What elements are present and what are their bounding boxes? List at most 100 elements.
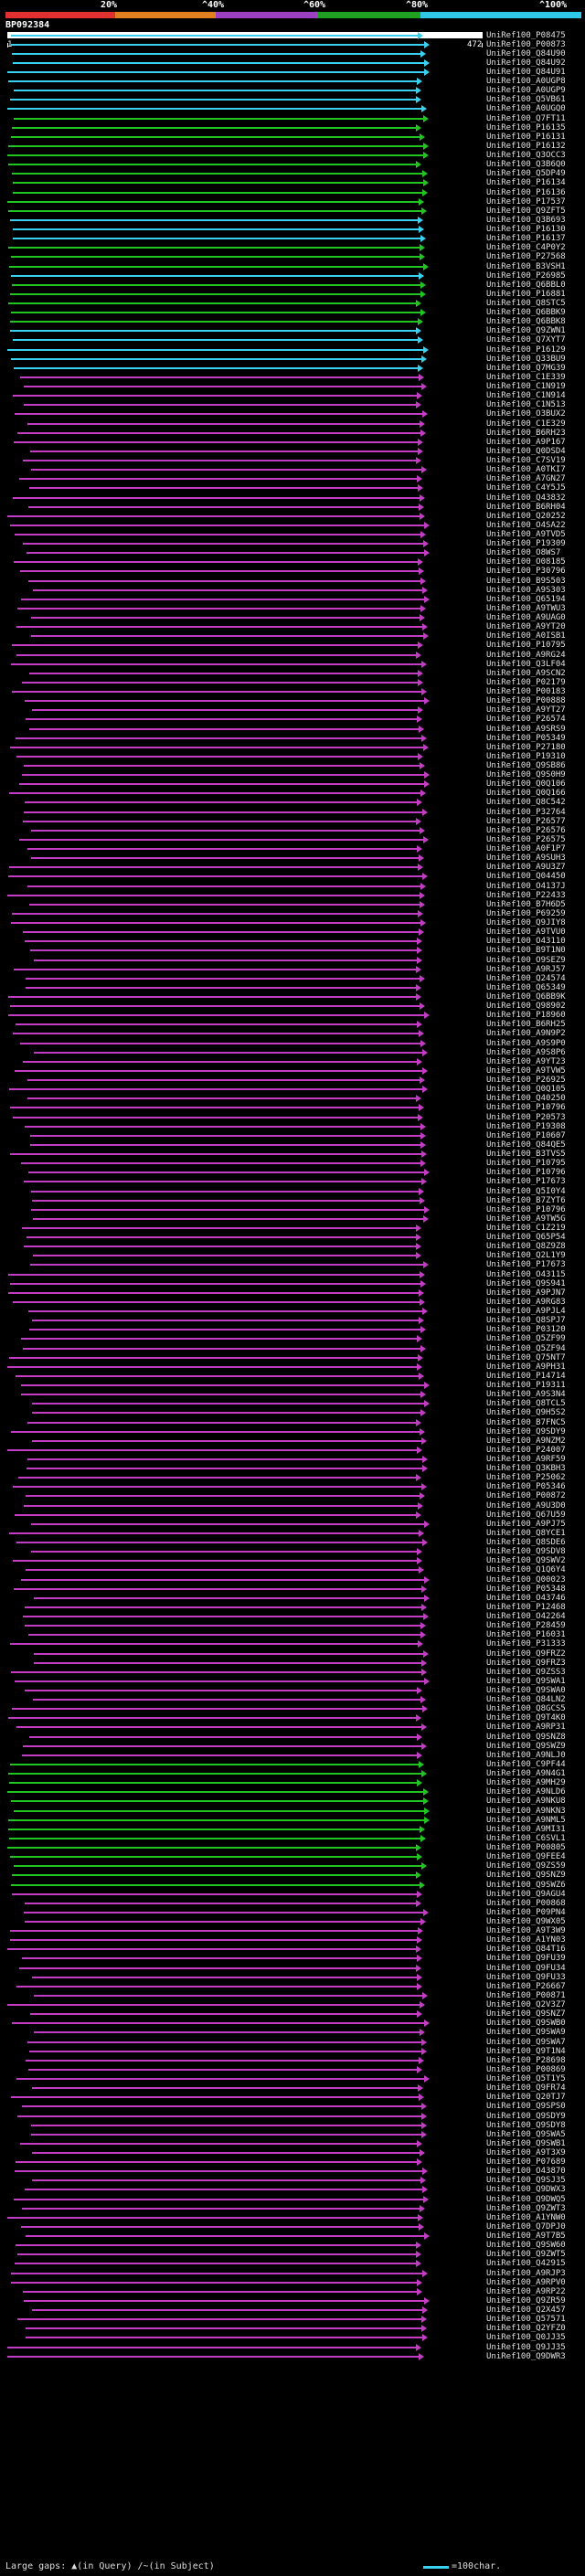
hit-alignment-line[interactable] xyxy=(11,274,419,277)
hit-row[interactable]: UniRef100_P03120 xyxy=(0,1325,585,1334)
hit-row[interactable]: UniRef100_P26667 xyxy=(0,1982,585,1991)
hit-name[interactable]: UniRef100_O4SA22 xyxy=(486,520,566,530)
hit-row[interactable]: UniRef100_O9SEZ9 xyxy=(0,956,585,965)
hit-row[interactable]: UniRef100_P05346 xyxy=(0,1482,585,1491)
hit-alignment-line[interactable] xyxy=(23,820,416,822)
hit-alignment-line[interactable] xyxy=(29,727,419,730)
hit-row[interactable]: UniRef100_P28698 xyxy=(0,2056,585,2065)
hit-name[interactable]: UniRef100_Q20TJ7 xyxy=(486,2093,566,2103)
hit-name[interactable]: UniRef100_Q9ZS59 xyxy=(486,1861,566,1871)
hit-name[interactable]: UniRef100_Q9JIY8 xyxy=(486,918,566,928)
hit-alignment-line[interactable] xyxy=(9,1356,418,1359)
hit-alignment-line[interactable] xyxy=(8,164,416,166)
hit-name[interactable]: UniRef100_P20573 xyxy=(486,1112,566,1122)
hit-name[interactable]: UniRef100_B6RH25 xyxy=(486,1020,566,1030)
hit-alignment-line[interactable] xyxy=(15,1069,422,1072)
hit-alignment-line[interactable] xyxy=(25,1625,420,1627)
hit-row[interactable]: UniRef100_P26574 xyxy=(0,715,585,724)
hit-name[interactable]: UniRef100_C4P0Y2 xyxy=(486,243,566,253)
hit-name[interactable]: UniRef100_C9PF44 xyxy=(486,1759,566,1769)
hit-row[interactable]: UniRef100_Q84U90 xyxy=(0,49,585,58)
hit-row[interactable]: UniRef100_O3BUX2 xyxy=(0,409,585,419)
hit-row[interactable]: UniRef100_Q0JJ35 xyxy=(0,2333,585,2342)
hit-name[interactable]: UniRef100_O8WS7 xyxy=(486,548,561,558)
hit-alignment-line[interactable] xyxy=(12,1874,416,1877)
hit-row[interactable]: UniRef100_P00183 xyxy=(0,687,585,696)
hit-row[interactable]: UniRef100_Q2L1Y9 xyxy=(0,1251,585,1260)
hit-row[interactable]: UniRef100_Q84T16 xyxy=(0,1945,585,1954)
hit-name[interactable]: UniRef100_Q20252 xyxy=(486,511,566,521)
hit-name[interactable]: UniRef100_P26574 xyxy=(486,715,566,725)
hit-name[interactable]: UniRef100_Q2V3Z7 xyxy=(486,2000,566,2010)
hit-name[interactable]: UniRef100_Q7FT11 xyxy=(486,113,566,123)
hit-row[interactable]: UniRef100_B7H6D5 xyxy=(0,900,585,909)
hit-row[interactable]: UniRef100_C6SVL1 xyxy=(0,1834,585,1843)
hit-name[interactable]: UniRef100_Q8GCS5 xyxy=(486,1704,566,1714)
hit-row[interactable]: UniRef100_P10796 xyxy=(0,1168,585,1177)
hit-name[interactable]: UniRef100_C4Y5J5 xyxy=(486,483,566,493)
hit-name[interactable]: UniRef100_A9TWU3 xyxy=(486,603,566,613)
hit-alignment-line[interactable] xyxy=(28,1310,422,1313)
hit-alignment-line[interactable] xyxy=(22,1754,417,1756)
hit-alignment-line[interactable] xyxy=(7,154,423,157)
hit-row[interactable]: UniRef100_P26985 xyxy=(0,271,585,281)
hit-alignment-line[interactable] xyxy=(31,829,420,832)
hit-alignment-line[interactable] xyxy=(32,1976,417,1978)
hit-name[interactable]: UniRef100_P10795 xyxy=(486,641,566,651)
hit-row[interactable]: UniRef100_P26577 xyxy=(0,817,585,826)
hit-name[interactable]: UniRef100_P05349 xyxy=(486,733,566,743)
hit-name[interactable]: UniRef100_Q00023 xyxy=(486,1574,566,1585)
hit-row[interactable]: UniRef100_C4P0Y2 xyxy=(0,243,585,252)
hit-name[interactable]: UniRef100_Q9SDY8 xyxy=(486,2120,566,2130)
hit-alignment-line[interactable] xyxy=(7,1448,417,1451)
hit-name[interactable]: UniRef100_P26577 xyxy=(486,816,566,826)
hit-row[interactable]: UniRef100_P09PN4 xyxy=(0,1908,585,1917)
hit-name[interactable]: UniRef100_Q9DWQ5 xyxy=(486,2194,566,2204)
hit-alignment-line[interactable] xyxy=(32,2151,420,2154)
hit-row[interactable]: UniRef100_B7FNC5 xyxy=(0,1418,585,1427)
hit-row[interactable]: UniRef100_Q3KBH3 xyxy=(0,1464,585,1473)
hit-name[interactable]: UniRef100_Q67U59 xyxy=(486,1510,566,1520)
hit-name[interactable]: UniRef100_Q9DWR3 xyxy=(486,2351,566,2361)
hit-alignment-line[interactable] xyxy=(15,2263,416,2265)
hit-row[interactable]: UniRef100_P08475 xyxy=(0,31,585,40)
hit-row[interactable]: UniRef100_O08185 xyxy=(0,557,585,567)
hit-alignment-line[interactable] xyxy=(16,755,418,758)
hit-name[interactable]: UniRef100_A9MI31 xyxy=(486,1824,566,1834)
hit-row[interactable]: UniRef100_P16136 xyxy=(0,188,585,197)
hit-name[interactable]: UniRef100_P22433 xyxy=(486,890,566,900)
hit-name[interactable]: UniRef100_Q8YCE1 xyxy=(486,1528,566,1538)
hit-alignment-line[interactable] xyxy=(22,1957,417,1960)
hit-name[interactable]: UniRef100_Q9T1N4 xyxy=(486,2046,566,2056)
hit-alignment-line[interactable] xyxy=(32,1412,420,1415)
hit-alignment-line[interactable] xyxy=(31,635,423,638)
hit-alignment-line[interactable] xyxy=(11,1430,420,1433)
hit-alignment-line[interactable] xyxy=(11,256,420,259)
hit-alignment-line[interactable] xyxy=(7,1847,416,1850)
hit-row[interactable]: UniRef100_Q9SNZ8 xyxy=(0,1733,585,1742)
hit-name[interactable]: UniRef100_Q1Q6Y4 xyxy=(486,1565,566,1575)
hit-name[interactable]: UniRef100_A9MH29 xyxy=(486,1778,566,1788)
hit-row[interactable]: UniRef100_C1Z219 xyxy=(0,1224,585,1233)
hit-alignment-line[interactable] xyxy=(32,1403,424,1405)
hit-name[interactable]: UniRef100_A9RG83 xyxy=(486,1297,566,1307)
hit-name[interactable]: UniRef100_P00869 xyxy=(486,2064,566,2074)
hit-row[interactable]: UniRef100_P17673 xyxy=(0,1260,585,1269)
hit-alignment-line[interactable] xyxy=(13,395,417,398)
hit-alignment-line[interactable] xyxy=(14,1809,424,1812)
hit-name[interactable]: UniRef100_Q9SWA0 xyxy=(486,1685,566,1695)
hit-alignment-line[interactable] xyxy=(19,838,423,841)
hit-row[interactable]: UniRef100_Q9SDY8 xyxy=(0,2121,585,2130)
hit-name[interactable]: UniRef100_A9TVD5 xyxy=(486,529,566,539)
hit-alignment-line[interactable] xyxy=(15,413,422,416)
hit-name[interactable]: UniRef100_Q43832 xyxy=(486,493,566,503)
hit-row[interactable]: UniRef100_A9T3W9 xyxy=(0,1926,585,1935)
hit-alignment-line[interactable] xyxy=(32,2179,420,2182)
hit-row[interactable]: UniRef100_A0UGP9 xyxy=(0,86,585,95)
hit-alignment-line[interactable] xyxy=(12,283,420,286)
hit-row[interactable]: UniRef100_Q9SWA0 xyxy=(0,1686,585,1695)
hit-row[interactable]: UniRef100_P00872 xyxy=(0,1491,585,1500)
hit-alignment-line[interactable] xyxy=(21,1578,424,1581)
hit-alignment-line[interactable] xyxy=(11,135,420,138)
hit-row[interactable]: UniRef100_A9S9P0 xyxy=(0,1039,585,1048)
